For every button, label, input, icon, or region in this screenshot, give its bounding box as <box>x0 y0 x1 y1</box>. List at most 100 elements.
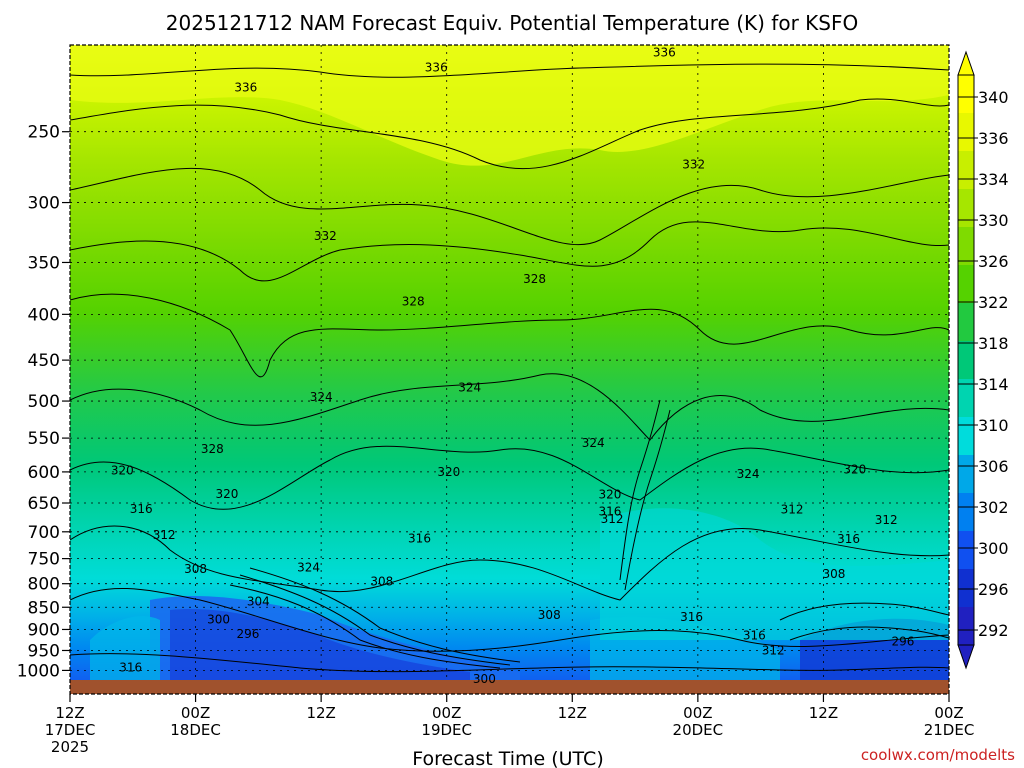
contour-label: 336 <box>425 61 448 75</box>
contour-label: 324 <box>737 467 760 481</box>
y-tick-label: 300 <box>28 194 60 214</box>
chart-title: 2025121712 NAM Forecast Equiv. Potential… <box>166 11 858 35</box>
colorbar-swatch <box>958 189 974 228</box>
contour-label: 328 <box>402 295 425 309</box>
contour-label: 308 <box>184 562 207 576</box>
upper-warm-region <box>70 45 949 166</box>
contour-label: 336 <box>653 46 676 60</box>
y-tick-label: 650 <box>28 494 60 514</box>
colorbar-top-arrow <box>957 50 975 76</box>
y-tick-label: 400 <box>28 305 60 325</box>
colorbar: 340 336 334 330 326 322 318 314 310 306 302 300 296 2… <box>957 50 1009 670</box>
colorbar-bottom-arrow <box>957 644 975 670</box>
y-tick-label: 450 <box>28 351 60 371</box>
contour-label: 316 <box>837 532 860 546</box>
colorbar-label: 310 <box>978 416 1009 435</box>
colorbar-swatch <box>958 303 974 342</box>
colorbar-swatch <box>958 493 974 532</box>
y-tick-label: 850 <box>28 598 60 618</box>
y-tick-label: 600 <box>28 463 60 483</box>
contour-label: 312 <box>875 513 898 527</box>
plot-field <box>70 45 949 680</box>
colorbar-swatch <box>958 151 974 190</box>
colorbar-label: 296 <box>978 580 1009 599</box>
y-tick-label: 950 <box>28 641 60 661</box>
x-tick-label: 00Z <box>181 704 210 722</box>
contour-label: 332 <box>314 229 337 243</box>
contour-label: 320 <box>843 462 866 476</box>
colorbar-label: 318 <box>978 334 1009 353</box>
colorbar-swatch <box>958 569 974 608</box>
colorbar-label: 322 <box>978 293 1009 312</box>
contour-label: 300 <box>207 612 230 626</box>
x-tick-label: 17DEC <box>45 721 96 739</box>
colorbar-label: 336 <box>978 129 1009 148</box>
y-tick-label: 900 <box>28 620 60 640</box>
colorbar-swatch <box>958 455 974 494</box>
x-tick-label: 12Z <box>306 704 335 722</box>
y-tick-label: 250 <box>28 123 60 143</box>
contour-label: 324 <box>458 381 481 395</box>
contour-label: 316 <box>119 661 142 675</box>
contour-label: 312 <box>601 512 624 526</box>
colorbar-swatch <box>958 75 974 114</box>
contour-label: 308 <box>822 567 845 581</box>
terrain-strip <box>70 680 949 694</box>
colorbar-swatch <box>958 227 974 266</box>
contour-label: 300 <box>473 672 496 686</box>
y-axis: 2503003504004505005506006507007508008509… <box>17 123 70 681</box>
contour-label: 308 <box>370 574 393 588</box>
colorbar-label: 334 <box>978 170 1009 189</box>
x-tick-label: 12Z <box>809 704 838 722</box>
x-tick-label: 21DEC <box>924 721 975 739</box>
x-tick-label: 18DEC <box>170 721 221 739</box>
x-tick-label: 12Z <box>55 704 84 722</box>
contour-label: 316 <box>599 504 622 518</box>
y-tick-label: 800 <box>28 575 60 595</box>
contour-label: 320 <box>437 465 460 479</box>
contour-label: 316 <box>408 531 431 545</box>
colorbar-label: 302 <box>978 498 1009 517</box>
colorbar-label: 330 <box>978 211 1009 230</box>
contour-label: 324 <box>582 436 605 450</box>
x-tick-label: 12Z <box>558 704 587 722</box>
contour-label: 296 <box>892 634 915 648</box>
colorbar-swatch <box>958 417 974 456</box>
contour-label: 332 <box>682 157 705 171</box>
contour-label: 328 <box>523 272 546 286</box>
x-tick-label: 20DEC <box>673 721 724 739</box>
colorbar-swatch <box>958 341 974 380</box>
colorbar-label: 306 <box>978 457 1009 476</box>
colorbar-swatch <box>958 607 974 646</box>
contour-label: 320 <box>599 488 622 502</box>
x-gridlines <box>195 45 824 680</box>
colorbar-swatch <box>958 531 974 570</box>
y-tick-label: 1000 <box>17 661 60 681</box>
colorbar-swatch <box>958 379 974 418</box>
x-tick-label: 2025 <box>51 738 89 756</box>
colorbar-label: 326 <box>978 252 1009 271</box>
plot-frame <box>69 44 950 695</box>
contour-label: 316 <box>680 610 703 624</box>
y-tick-label: 500 <box>28 392 60 412</box>
contour-label: 312 <box>762 643 785 657</box>
contour-lines <box>70 63 949 673</box>
colorbar-label: 314 <box>978 375 1009 394</box>
contour-label: 312 <box>153 528 176 542</box>
y-tick-label: 550 <box>28 429 60 449</box>
contour-label: 308 <box>538 608 561 622</box>
contour-label: 312 <box>781 503 804 517</box>
y-tick-label: 350 <box>28 253 60 273</box>
contour-label: 328 <box>201 442 224 456</box>
colorbar-label: 292 <box>978 621 1009 640</box>
y-tick-label: 700 <box>28 523 60 543</box>
colorbar-label: 340 <box>978 88 1009 107</box>
x-axis-label: Forecast Time (UTC) <box>412 748 603 768</box>
contour-label: 324 <box>310 390 333 404</box>
x-tick-label: 00Z <box>683 704 712 722</box>
contour-label: 304 <box>247 595 270 609</box>
colorbar-swatch <box>958 113 974 152</box>
contour-label: 316 <box>130 502 153 516</box>
